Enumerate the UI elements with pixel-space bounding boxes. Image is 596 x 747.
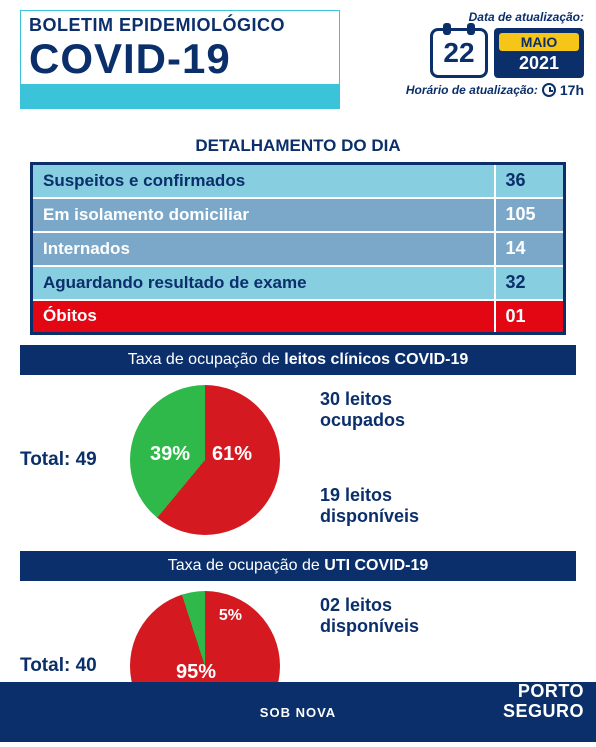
chart1-pie: 39% 61% — [130, 385, 280, 535]
table-row-value: 01 — [495, 300, 565, 334]
header-right: Data de atualização: 22 MAIO 2021 Horári… — [354, 10, 584, 98]
chart1-labels: 30 leitosocupados 19 leitosdisponíveis — [280, 385, 576, 535]
chart1-title-bold: leitos clínicos COVID-19 — [284, 351, 468, 368]
logo-big-1: PORTO — [503, 682, 584, 702]
table-row-value: 105 — [495, 198, 565, 232]
clinical-beds-title: Taxa de ocupação de leitos clínicos COVI… — [20, 345, 576, 375]
update-time: 17h — [560, 82, 584, 98]
clock-icon — [542, 83, 556, 97]
daily-detail-section: DETALHAMENTO DO DIA Suspeitos e confirma… — [0, 136, 596, 335]
table-row: Internados14 — [32, 232, 565, 266]
update-date-label: Data de atualização: — [354, 10, 584, 24]
table-row: Óbitos01 — [32, 300, 565, 334]
calendar-icon: 22 — [430, 28, 488, 78]
year: 2021 — [519, 53, 559, 74]
table-row-value: 36 — [495, 164, 565, 198]
table-row-value: 14 — [495, 232, 565, 266]
month-year-box: MAIO 2021 — [494, 28, 584, 78]
table-row-label: Suspeitos e confirmados — [32, 164, 495, 198]
date-row: 22 MAIO 2021 — [354, 28, 584, 78]
header-accent-bar — [20, 85, 340, 109]
chart1-label-available: 19 leitosdisponíveis — [320, 485, 419, 526]
header-left: BOLETIM EPIDEMIOLÓGICO COVID-19 — [20, 10, 340, 109]
chart2-title-bold: UTI COVID-19 — [324, 557, 428, 574]
update-time-label: Horário de atualização: — [406, 83, 538, 97]
table-row-label: Internados — [32, 232, 495, 266]
logo-line-3: DA SAÚDE — [503, 661, 584, 671]
footer-text: SOB NOVA — [260, 705, 336, 720]
chart1-label-occupied: 30 leitosocupados — [320, 389, 405, 430]
chart2-total: Total: 40 — [20, 655, 130, 677]
table-row: Aguardando resultado de exame32 — [32, 266, 565, 300]
icu-beds-title: Taxa de ocupação de UTI COVID-19 — [20, 551, 576, 581]
chart1-total: Total: 49 — [20, 449, 130, 471]
table-row: Suspeitos e confirmados36 — [32, 164, 565, 198]
table-row-label: Aguardando resultado de exame — [32, 266, 495, 300]
title-line-2: COVID-19 — [29, 38, 331, 80]
table-row-value: 32 — [495, 266, 565, 300]
header: BOLETIM EPIDEMIOLÓGICO COVID-19 Data de … — [0, 0, 596, 130]
month: MAIO — [499, 33, 579, 51]
table-row-label: Em isolamento domiciliar — [32, 198, 495, 232]
chart1-pct-red: 61% — [212, 443, 252, 466]
footer-bar: SOB NOVA SECRETARIA MUNICIPAL DA SAÚDE P… — [0, 682, 596, 742]
table-row-label: Óbitos — [32, 300, 495, 334]
table-title: DETALHAMENTO DO DIA — [30, 136, 566, 156]
title-line-1: BOLETIM EPIDEMIOLÓGICO — [29, 15, 331, 36]
calendar-day: 22 — [443, 37, 474, 69]
footer-logo: SECRETARIA MUNICIPAL DA SAÚDE PREFEITURA… — [503, 641, 584, 722]
chart1-row: Total: 49 39% 61% 30 leitosocupados 19 l… — [20, 375, 576, 541]
logo-big-2: SEGURO — [503, 702, 584, 722]
table-row: Em isolamento domiciliar105 — [32, 198, 565, 232]
chart1-title-pre: Taxa de ocupação de — [128, 351, 285, 368]
chart1-pct-green: 39% — [150, 443, 190, 466]
clinical-beds-block: Taxa de ocupação de leitos clínicos COVI… — [0, 345, 596, 541]
title-box: BOLETIM EPIDEMIOLÓGICO COVID-19 — [20, 10, 340, 85]
chart2-label-available: 02 leitosdisponíveis — [320, 595, 419, 636]
update-time-row: Horário de atualização: 17h — [354, 82, 584, 98]
chart2-title-pre: Taxa de ocupação de — [168, 557, 325, 574]
chart2-pct-green: 5% — [219, 607, 242, 625]
chart2-pct-red: 95% — [176, 661, 216, 684]
daily-detail-table: Suspeitos e confirmados36Em isolamento d… — [30, 162, 566, 335]
